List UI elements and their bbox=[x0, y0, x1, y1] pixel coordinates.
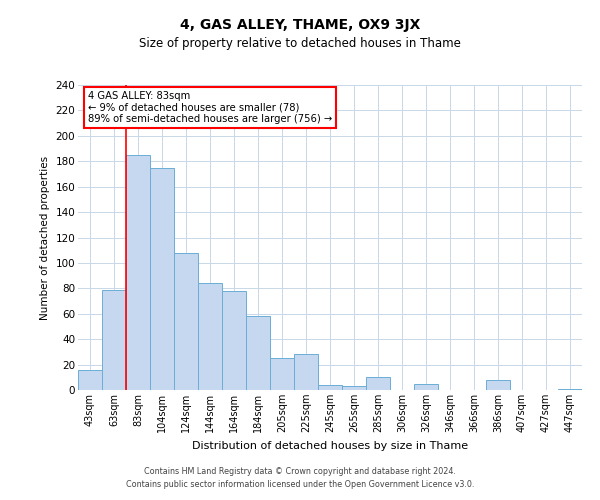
Bar bbox=[150, 168, 174, 390]
Bar bbox=[414, 384, 438, 390]
Bar bbox=[366, 378, 390, 390]
Text: Contains HM Land Registry data © Crown copyright and database right 2024.: Contains HM Land Registry data © Crown c… bbox=[144, 467, 456, 476]
Bar bbox=[558, 388, 582, 390]
Bar bbox=[174, 253, 198, 390]
Bar bbox=[342, 386, 366, 390]
Bar bbox=[126, 155, 150, 390]
Bar bbox=[102, 290, 126, 390]
Bar bbox=[270, 358, 294, 390]
Bar bbox=[486, 380, 510, 390]
Y-axis label: Number of detached properties: Number of detached properties bbox=[40, 156, 50, 320]
Bar bbox=[246, 316, 270, 390]
Bar bbox=[198, 283, 222, 390]
Text: 4 GAS ALLEY: 83sqm
← 9% of detached houses are smaller (78)
89% of semi-detached: 4 GAS ALLEY: 83sqm ← 9% of detached hous… bbox=[88, 91, 332, 124]
Bar bbox=[294, 354, 318, 390]
Bar bbox=[78, 370, 102, 390]
X-axis label: Distribution of detached houses by size in Thame: Distribution of detached houses by size … bbox=[192, 440, 468, 450]
Bar bbox=[222, 291, 246, 390]
Bar bbox=[318, 385, 342, 390]
Text: Size of property relative to detached houses in Thame: Size of property relative to detached ho… bbox=[139, 38, 461, 51]
Text: Contains public sector information licensed under the Open Government Licence v3: Contains public sector information licen… bbox=[126, 480, 474, 489]
Text: 4, GAS ALLEY, THAME, OX9 3JX: 4, GAS ALLEY, THAME, OX9 3JX bbox=[180, 18, 420, 32]
